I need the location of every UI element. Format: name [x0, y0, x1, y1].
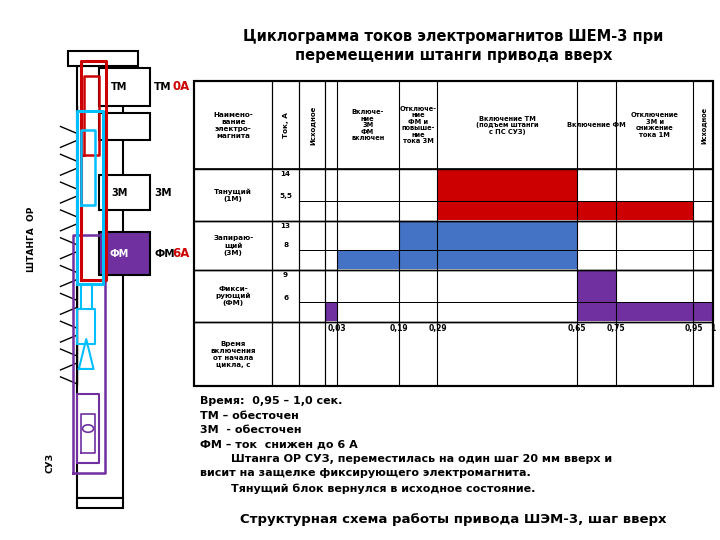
- Text: Отключе-
ние
ФМ и
повыше-
ние
тока 3М: Отключе- ние ФМ и повыше- ние тока 3М: [400, 106, 436, 145]
- Text: 8: 8: [283, 242, 288, 248]
- Text: Циклограмма токов электромагнитов ШЕМ-3 при
перемещении штанги привода вверх: Циклограмма токов электромагнитов ШЕМ-3 …: [243, 29, 664, 63]
- Text: 6А: 6А: [173, 247, 190, 260]
- Text: Включение ФМ: Включение ФМ: [567, 122, 626, 128]
- Text: 0А: 0А: [173, 80, 190, 93]
- Bar: [77, 66, 123, 498]
- Text: Тянущий
(1М): Тянущий (1М): [215, 188, 252, 202]
- Text: 0,03: 0,03: [328, 323, 346, 333]
- Bar: [99, 232, 150, 274]
- Text: 0,65: 0,65: [568, 323, 586, 333]
- Bar: [693, 302, 713, 321]
- Bar: [577, 200, 693, 220]
- Text: Наимено-
вание
электро-
магнита: Наимено- вание электро- магнита: [213, 112, 253, 139]
- Text: Исходное: Исходное: [700, 107, 706, 144]
- Bar: [68, 51, 138, 66]
- Bar: [577, 271, 616, 321]
- Text: ШТАНГА  ОР: ШТАНГА ОР: [27, 207, 36, 273]
- Text: СУЗ: СУЗ: [45, 453, 54, 474]
- Bar: [99, 69, 150, 106]
- Text: Включе-
ние
3М
ФМ
включен: Включе- ние 3М ФМ включен: [351, 109, 384, 141]
- Bar: [616, 302, 693, 321]
- Text: 1: 1: [710, 323, 716, 333]
- Text: 14: 14: [281, 171, 291, 177]
- Text: 0,95: 0,95: [684, 323, 703, 333]
- Bar: [325, 302, 337, 321]
- Text: Фикси-
рующий
(ФМ): Фикси- рующий (ФМ): [215, 286, 251, 306]
- Bar: [77, 498, 123, 508]
- Text: ТМ: ТМ: [111, 82, 127, 92]
- Text: 0,75: 0,75: [606, 323, 625, 333]
- Bar: [99, 113, 150, 140]
- Text: Исходное: Исходное: [309, 105, 315, 145]
- Text: Время:  0,95 – 1,0 сек.
ТМ – обесточен
3М  - обесточен
ФМ – ток  снижен до 6 А
 : Время: 0,95 – 1,0 сек. ТМ – обесточен 3М…: [199, 396, 612, 494]
- Text: Отключение
3М и
снижение
тока 1М: Отключение 3М и снижение тока 1М: [631, 112, 678, 138]
- Bar: [337, 249, 399, 269]
- Text: 0,19: 0,19: [390, 323, 408, 333]
- Text: Ток, А: Ток, А: [283, 112, 289, 138]
- Text: ФМ: ФМ: [109, 249, 129, 259]
- Bar: [99, 175, 150, 210]
- Text: ФМ: ФМ: [154, 249, 175, 259]
- Bar: [438, 171, 577, 220]
- Text: Структурная схема работы привода ШЭМ-3, шаг вверх: Структурная схема работы привода ШЭМ-3, …: [240, 513, 667, 526]
- Text: 5,5: 5,5: [279, 193, 292, 199]
- Text: Время
включения
от начала
цикла, с: Время включения от начала цикла, с: [210, 341, 256, 368]
- Text: ТМ: ТМ: [154, 82, 172, 92]
- Text: 3М: 3М: [154, 187, 172, 198]
- Text: 13: 13: [281, 223, 291, 229]
- Text: 6: 6: [283, 295, 288, 301]
- Text: Включение ТМ
(подъем штанги
с ПС СУЗ): Включение ТМ (подъем штанги с ПС СУЗ): [476, 116, 539, 135]
- Bar: [399, 222, 577, 269]
- Text: 9: 9: [283, 272, 288, 278]
- Text: Запираю-
щий
(3М): Запираю- щий (3М): [213, 235, 253, 256]
- Text: 3М: 3М: [111, 187, 127, 198]
- Text: 0,29: 0,29: [428, 323, 447, 333]
